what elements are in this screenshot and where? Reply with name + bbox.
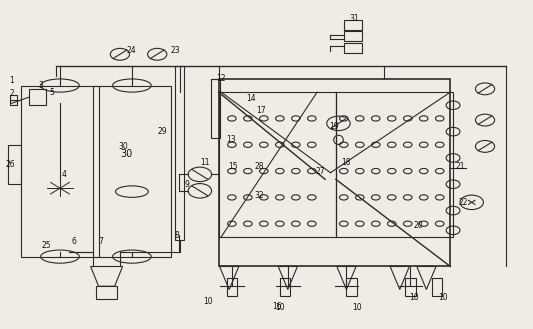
Text: 27: 27	[316, 167, 325, 176]
Text: 30: 30	[118, 142, 128, 151]
Bar	[405, 278, 416, 296]
Bar	[10, 95, 17, 105]
Text: 10: 10	[438, 293, 448, 302]
Text: 21: 21	[456, 162, 465, 171]
Text: 31: 31	[349, 13, 359, 23]
Text: 8: 8	[175, 231, 180, 240]
Bar	[96, 286, 117, 299]
Text: 19: 19	[329, 122, 339, 131]
Bar	[21, 86, 99, 257]
Text: 3: 3	[38, 81, 43, 90]
Polygon shape	[417, 266, 436, 290]
Text: 12: 12	[216, 74, 225, 84]
Bar	[280, 278, 290, 296]
Polygon shape	[390, 266, 409, 290]
Text: 16: 16	[272, 302, 281, 311]
Bar	[336, 92, 453, 237]
Bar	[211, 79, 220, 138]
Text: 2: 2	[10, 89, 14, 98]
Bar	[344, 31, 362, 41]
Text: 11: 11	[200, 158, 209, 167]
Bar	[8, 145, 21, 184]
Text: 30: 30	[120, 149, 133, 159]
Text: 29: 29	[157, 127, 167, 136]
Text: 22: 22	[458, 198, 468, 207]
Text: 5: 5	[49, 88, 54, 97]
Text: 1: 1	[10, 76, 14, 85]
Text: 20: 20	[413, 221, 423, 230]
Text: 7: 7	[99, 237, 103, 246]
Polygon shape	[91, 266, 123, 286]
Polygon shape	[278, 266, 297, 290]
Bar	[175, 66, 184, 240]
Text: 18: 18	[341, 158, 351, 167]
Text: 26: 26	[5, 160, 15, 169]
Text: 14: 14	[246, 94, 256, 103]
Text: 10: 10	[275, 303, 285, 312]
Text: 23: 23	[171, 46, 180, 56]
Text: 10: 10	[352, 303, 361, 312]
Text: 32: 32	[255, 191, 264, 200]
Text: 4: 4	[61, 170, 66, 179]
Text: 25: 25	[42, 240, 51, 250]
Bar	[29, 89, 46, 105]
Bar	[344, 43, 362, 53]
Bar	[346, 278, 357, 296]
Text: 17: 17	[256, 106, 265, 115]
Bar	[93, 86, 171, 257]
Polygon shape	[220, 266, 239, 290]
Text: 24: 24	[127, 46, 136, 56]
Bar	[219, 92, 336, 237]
Text: 15: 15	[228, 162, 238, 171]
Bar	[219, 79, 450, 266]
Bar	[227, 278, 237, 296]
Bar	[432, 278, 442, 296]
Text: 6: 6	[72, 237, 77, 246]
Text: 10: 10	[204, 296, 213, 306]
Text: 9: 9	[185, 180, 190, 189]
Bar	[344, 20, 362, 30]
Polygon shape	[337, 266, 356, 290]
Text: 28: 28	[255, 162, 264, 171]
Text: 13: 13	[227, 135, 236, 144]
Text: 10: 10	[409, 293, 419, 302]
